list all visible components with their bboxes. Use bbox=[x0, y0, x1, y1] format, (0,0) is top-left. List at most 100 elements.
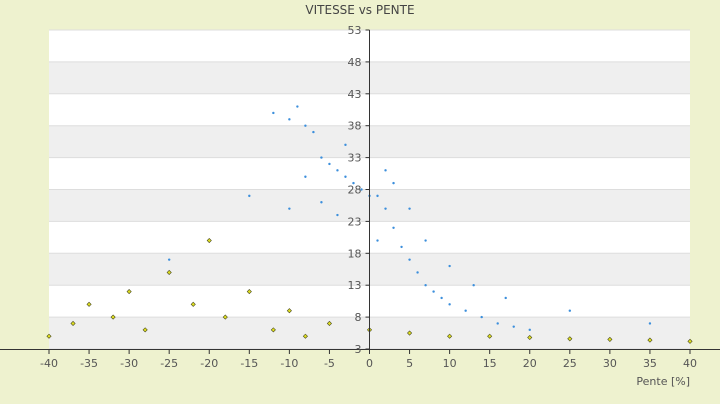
scatter-point bbox=[286, 308, 292, 314]
scatter-point bbox=[400, 245, 403, 249]
x-axis-label: Pente [%] bbox=[636, 375, 690, 388]
scatter-point bbox=[512, 325, 515, 328]
scatter-point bbox=[206, 237, 212, 244]
scatter-point bbox=[326, 320, 332, 327]
x-tick-label: 0 bbox=[366, 357, 373, 370]
scatter-point bbox=[320, 156, 323, 159]
y-tick-label: 53 bbox=[348, 24, 362, 37]
scatter-point bbox=[142, 327, 148, 333]
scatter-point bbox=[504, 296, 507, 300]
y-tick-label: 38 bbox=[348, 120, 362, 133]
scatter-point bbox=[567, 336, 573, 342]
scatter-point bbox=[360, 188, 363, 191]
scatter-point bbox=[408, 207, 411, 210]
scatter-point bbox=[432, 290, 435, 293]
scatter-point bbox=[86, 301, 92, 307]
y-tick-label: 33 bbox=[348, 152, 362, 165]
scatter-point bbox=[304, 124, 307, 127]
x-tick-labels: -40 -35 -30 -25 -20 -15 -10 -5 0 5 10 15 20 25 30 35 40 bbox=[40, 349, 697, 370]
y-tick-label: 18 bbox=[348, 247, 362, 260]
scatter-point bbox=[312, 130, 315, 134]
scatter-point bbox=[648, 322, 652, 325]
scatter-point bbox=[336, 213, 339, 217]
scatter-point bbox=[288, 118, 291, 121]
scatter-point bbox=[70, 320, 76, 327]
scatter-point bbox=[376, 194, 379, 198]
scatter-point bbox=[448, 264, 451, 268]
x-tick-label: -40 bbox=[40, 357, 58, 370]
scatter-point bbox=[296, 105, 299, 108]
y-tick-label: 28 bbox=[348, 184, 362, 197]
scatter-point bbox=[424, 284, 427, 287]
chart-title: VITESSE vs PENTE bbox=[305, 3, 414, 17]
y-tick-label: 8 bbox=[355, 311, 362, 324]
x-tick-label: -30 bbox=[120, 357, 138, 370]
scatter-point bbox=[407, 330, 413, 336]
scatter-point bbox=[302, 333, 308, 339]
scatter-point bbox=[527, 334, 533, 341]
x-tick-label: -10 bbox=[280, 357, 298, 370]
x-tick-label: 30 bbox=[603, 357, 617, 370]
y-tick-label: 43 bbox=[348, 88, 362, 101]
x-tick-label: 35 bbox=[643, 357, 657, 370]
scatter-point bbox=[392, 226, 395, 229]
scatter-point bbox=[392, 181, 395, 185]
x-tick-label: -35 bbox=[80, 357, 98, 370]
x-tick-label: -25 bbox=[160, 357, 178, 370]
scatter-point bbox=[110, 314, 116, 320]
scatter-point bbox=[46, 333, 52, 339]
scatter-point bbox=[384, 207, 387, 210]
x-tick-label: 10 bbox=[443, 357, 457, 370]
scatter-point bbox=[480, 315, 483, 319]
scatter-point bbox=[384, 169, 387, 172]
scatter-point bbox=[416, 271, 419, 274]
scatter-point bbox=[336, 169, 339, 172]
scatter-point bbox=[166, 269, 172, 275]
scatter-point bbox=[344, 175, 347, 178]
scatter-point bbox=[376, 239, 379, 242]
scatter-point bbox=[408, 258, 411, 261]
scatter-point bbox=[222, 314, 228, 320]
x-tick-label: 15 bbox=[483, 357, 497, 370]
scatter-point bbox=[647, 337, 653, 343]
scatter-points bbox=[46, 105, 693, 344]
scatter-point bbox=[464, 309, 467, 312]
scatter-point bbox=[344, 143, 347, 147]
y-tick-label: 48 bbox=[348, 56, 362, 69]
scatter-point bbox=[328, 162, 331, 166]
x-tick-label: -20 bbox=[200, 357, 218, 370]
scatter-point bbox=[248, 194, 251, 198]
x-tick-label: 5 bbox=[406, 357, 413, 370]
scatter-point bbox=[167, 258, 171, 261]
scatter-point bbox=[687, 338, 693, 344]
scatter-point bbox=[246, 289, 252, 295]
scatter-point bbox=[487, 333, 493, 339]
scatter-point bbox=[496, 322, 499, 325]
scatter-point bbox=[607, 336, 613, 342]
x-tick-label: 20 bbox=[523, 357, 537, 370]
y-tick-label: 23 bbox=[348, 215, 362, 228]
scatter-point bbox=[272, 111, 275, 115]
scatter-point bbox=[448, 303, 451, 306]
scatter-point bbox=[320, 201, 323, 204]
x-tick-label: 25 bbox=[563, 357, 577, 370]
x-tick-label: -15 bbox=[240, 357, 258, 370]
scatter-point bbox=[568, 309, 572, 312]
scatter-point bbox=[424, 239, 427, 242]
scatter-point bbox=[528, 328, 531, 332]
x-tick-label: 40 bbox=[683, 357, 697, 370]
scatter-point bbox=[304, 175, 307, 178]
scatter-point bbox=[190, 301, 196, 307]
y-tick-label: 13 bbox=[348, 279, 362, 292]
scatter-point bbox=[126, 289, 132, 295]
scatter-point bbox=[352, 181, 355, 185]
x-tick-label: -5 bbox=[324, 357, 335, 370]
scatter-point bbox=[472, 284, 475, 287]
scatter-point bbox=[270, 327, 276, 333]
scatter-point bbox=[447, 333, 453, 339]
scatter-point bbox=[440, 296, 443, 300]
y-tick-label: 3 bbox=[355, 343, 362, 356]
